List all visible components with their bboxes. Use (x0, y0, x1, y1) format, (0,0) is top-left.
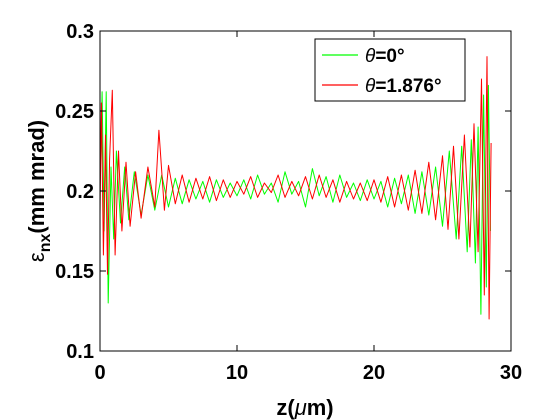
legend-entry-1-greek: θ (365, 76, 376, 97)
x-tick-label-2: 20 (363, 362, 385, 384)
y-tick-label-0: 0.1 (66, 341, 94, 363)
y-tick-label-4: 0.3 (66, 21, 94, 43)
series-line-1 (99, 56, 492, 320)
legend-box (314, 38, 466, 102)
legend: θ=0° θ=1.876° (314, 38, 466, 102)
y-tick-label-1: 0.15 (55, 261, 94, 283)
legend-entry-1: θ=1.876° (365, 76, 442, 97)
legend-entry-0: θ=0° (365, 46, 405, 67)
x-axis-label-greek: μ (294, 395, 307, 420)
y-axis-label-subscript: nx (37, 234, 54, 253)
y-tick-label-2: 0.2 (66, 181, 94, 203)
y-tick-label-3: 0.25 (55, 101, 94, 123)
x-axis-label-main: z( (276, 395, 295, 420)
legend-entry-0-greek: θ (365, 46, 376, 67)
x-tick-label-0: 0 (94, 362, 105, 384)
x-axis-label-rest: m) (307, 395, 334, 420)
y-ticks: 0.1 0.15 0.2 0.25 0.3 (55, 21, 511, 363)
x-tick-label-3: 30 (500, 362, 522, 384)
x-tick-label-1: 10 (226, 362, 248, 384)
series-line-0 (99, 84, 491, 315)
series-layer (99, 56, 492, 320)
legend-entry-1-rest: =1.876° (375, 76, 441, 97)
x-axis-label: z(μm) (276, 395, 333, 420)
legend-entry-0-rest: =0° (375, 46, 404, 67)
y-axis-label-rest: (mm mrad) (24, 120, 49, 234)
y-axis-label-symbol: ε (24, 252, 49, 262)
y-axis-label: εnx(mm mrad) (24, 120, 54, 262)
x-ticks: 0 10 20 30 (94, 31, 522, 384)
